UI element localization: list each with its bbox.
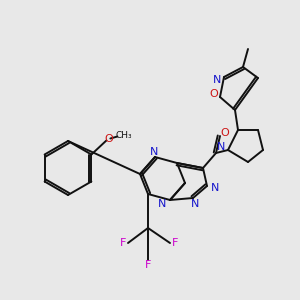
Text: N: N: [213, 75, 221, 85]
Text: N: N: [158, 199, 166, 209]
Text: O: O: [220, 128, 230, 138]
Text: F: F: [120, 238, 126, 248]
Text: N: N: [150, 147, 158, 157]
Text: N: N: [217, 142, 225, 152]
Text: N: N: [211, 183, 219, 193]
Text: F: F: [172, 238, 178, 248]
Text: CH₃: CH₃: [115, 131, 132, 140]
Text: O: O: [104, 134, 113, 143]
Text: F: F: [145, 260, 151, 270]
Text: O: O: [210, 89, 218, 99]
Text: N: N: [191, 199, 199, 209]
